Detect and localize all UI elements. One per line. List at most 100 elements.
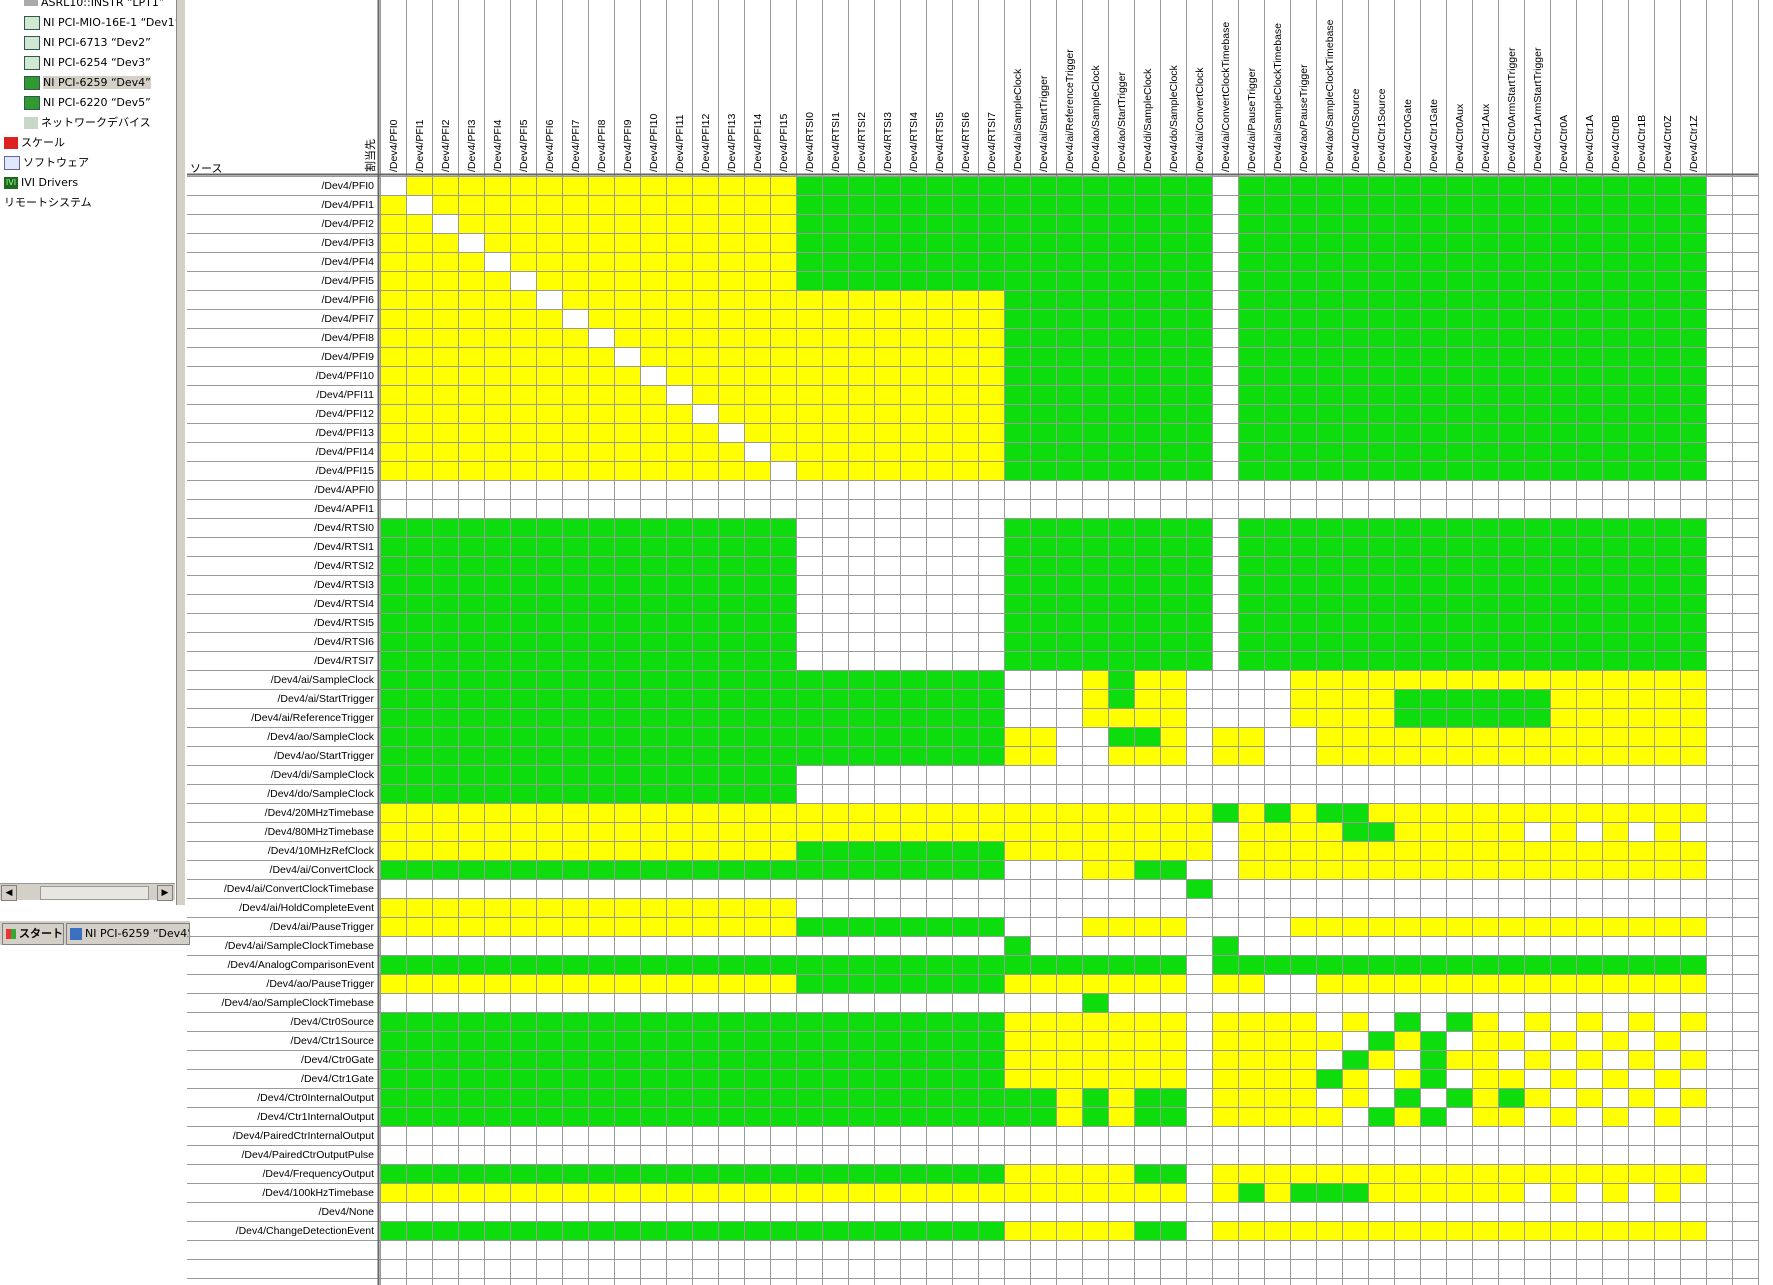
- route-cell[interactable]: [900, 290, 926, 309]
- route-cell[interactable]: [1680, 518, 1706, 537]
- route-cell[interactable]: [926, 1069, 952, 1088]
- route-cell[interactable]: [1602, 898, 1628, 917]
- route-cell[interactable]: [1550, 404, 1576, 423]
- route-cell[interactable]: [770, 1069, 796, 1088]
- route-cell[interactable]: [1342, 1164, 1368, 1183]
- route-cell[interactable]: [1498, 594, 1524, 613]
- route-cell[interactable]: [848, 993, 874, 1012]
- route-cell[interactable]: [1056, 271, 1082, 290]
- route-cell[interactable]: [1030, 1050, 1056, 1069]
- route-cell[interactable]: [666, 499, 692, 518]
- route-cell[interactable]: [822, 1126, 848, 1145]
- route-cell[interactable]: [458, 1069, 484, 1088]
- route-cell[interactable]: [1264, 651, 1290, 670]
- route-cell[interactable]: [952, 651, 978, 670]
- route-cell[interactable]: [1394, 974, 1420, 993]
- route-cell[interactable]: [1498, 613, 1524, 632]
- route-cell[interactable]: [900, 214, 926, 233]
- route-cell[interactable]: [1420, 708, 1446, 727]
- route-cell[interactable]: [1420, 841, 1446, 860]
- route-cell[interactable]: [432, 309, 458, 328]
- route-cell[interactable]: [1030, 803, 1056, 822]
- route-cell[interactable]: [1030, 252, 1056, 271]
- route-cell[interactable]: [1160, 366, 1186, 385]
- route-cell[interactable]: [484, 423, 510, 442]
- route-cell[interactable]: [926, 670, 952, 689]
- route-cell[interactable]: [432, 290, 458, 309]
- route-cell[interactable]: [692, 1202, 718, 1221]
- route-cell[interactable]: [536, 499, 562, 518]
- route-cell[interactable]: [1160, 423, 1186, 442]
- route-cell[interactable]: [1160, 784, 1186, 803]
- route-cell[interactable]: [1550, 1107, 1576, 1126]
- route-cell[interactable]: [874, 898, 900, 917]
- route-cell[interactable]: [1134, 309, 1160, 328]
- route-cell[interactable]: [1212, 613, 1238, 632]
- route-cell[interactable]: [484, 518, 510, 537]
- route-cell[interactable]: [718, 480, 744, 499]
- route-cell[interactable]: [718, 708, 744, 727]
- route-cell[interactable]: [718, 594, 744, 613]
- route-cell[interactable]: [432, 803, 458, 822]
- route-cell[interactable]: [1030, 1221, 1056, 1240]
- route-cell[interactable]: [1498, 727, 1524, 746]
- route-cell[interactable]: [1264, 860, 1290, 879]
- route-cell[interactable]: [1264, 1050, 1290, 1069]
- route-cell[interactable]: [1576, 974, 1602, 993]
- route-cell[interactable]: [874, 651, 900, 670]
- route-cell[interactable]: [822, 309, 848, 328]
- route-cell[interactable]: [926, 727, 952, 746]
- route-cell[interactable]: [562, 594, 588, 613]
- route-cell[interactable]: [406, 271, 432, 290]
- route-cell[interactable]: [1134, 632, 1160, 651]
- route-cell[interactable]: [926, 1107, 952, 1126]
- route-cell[interactable]: [1550, 765, 1576, 784]
- route-cell[interactable]: [1004, 423, 1030, 442]
- route-cell[interactable]: [1602, 974, 1628, 993]
- route-cell[interactable]: [1498, 1012, 1524, 1031]
- route-cell[interactable]: [484, 613, 510, 632]
- route-cell[interactable]: [1238, 404, 1264, 423]
- route-cell[interactable]: [1134, 860, 1160, 879]
- route-cell[interactable]: [1394, 727, 1420, 746]
- route-cell[interactable]: [1420, 651, 1446, 670]
- route-cell[interactable]: [770, 347, 796, 366]
- route-cell[interactable]: [926, 347, 952, 366]
- route-cell[interactable]: [1264, 366, 1290, 385]
- route-cell[interactable]: [1004, 746, 1030, 765]
- route-cell[interactable]: [1394, 366, 1420, 385]
- route-cell[interactable]: [666, 898, 692, 917]
- route-cell[interactable]: [822, 670, 848, 689]
- route-cell[interactable]: [1082, 1202, 1108, 1221]
- route-cell[interactable]: [822, 784, 848, 803]
- route-cell[interactable]: [1056, 632, 1082, 651]
- route-cell[interactable]: [1524, 1202, 1550, 1221]
- route-cell[interactable]: [1290, 1012, 1316, 1031]
- route-cell[interactable]: [458, 1107, 484, 1126]
- route-cell[interactable]: [952, 214, 978, 233]
- route-cell[interactable]: [822, 1145, 848, 1164]
- route-cell[interactable]: [1420, 1126, 1446, 1145]
- route-cell[interactable]: [692, 955, 718, 974]
- route-cell[interactable]: [588, 404, 614, 423]
- route-cell[interactable]: [1654, 518, 1680, 537]
- route-cell[interactable]: [1602, 727, 1628, 746]
- route-cell[interactable]: [1368, 1031, 1394, 1050]
- route-cell[interactable]: [822, 651, 848, 670]
- route-cell[interactable]: [1524, 423, 1550, 442]
- route-cell[interactable]: [1550, 1050, 1576, 1069]
- route-cell[interactable]: [562, 195, 588, 214]
- route-cell[interactable]: [432, 328, 458, 347]
- route-cell[interactable]: [510, 176, 536, 195]
- route-cell[interactable]: [1602, 290, 1628, 309]
- route-cell[interactable]: [692, 1050, 718, 1069]
- route-cell[interactable]: [1108, 1107, 1134, 1126]
- route-cell[interactable]: [536, 252, 562, 271]
- route-cell[interactable]: [1420, 1202, 1446, 1221]
- route-cell[interactable]: [796, 1126, 822, 1145]
- tree-item[interactable]: ネットワークデバイス: [24, 114, 151, 132]
- route-cell[interactable]: [1030, 1069, 1056, 1088]
- route-cell[interactable]: [458, 670, 484, 689]
- route-cell[interactable]: [458, 271, 484, 290]
- route-cell[interactable]: [952, 1031, 978, 1050]
